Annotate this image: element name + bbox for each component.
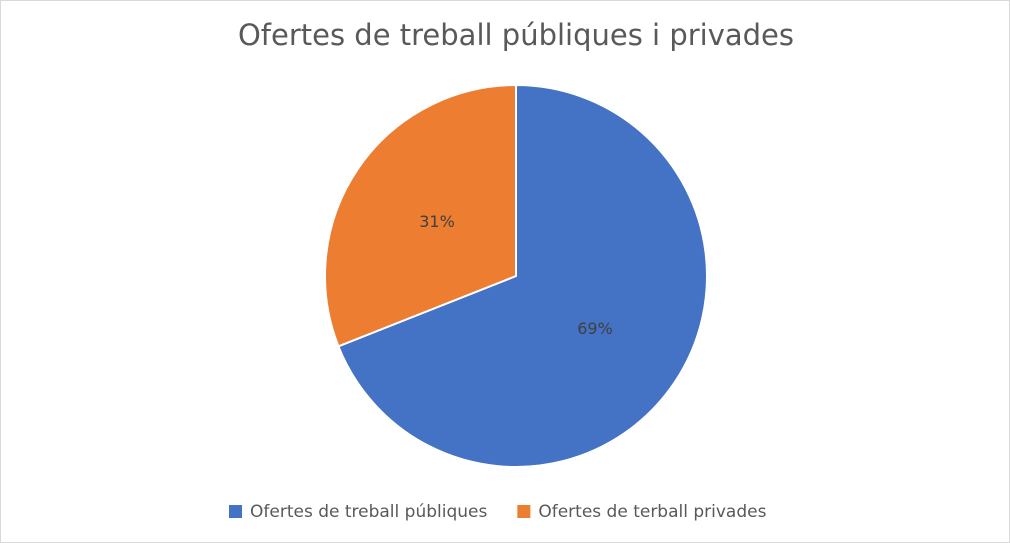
legend-swatch (517, 505, 531, 518)
pie-slice (324, 83, 517, 348)
pie-slice (337, 83, 708, 468)
data-label: 31% (419, 212, 455, 231)
legend-swatch (229, 505, 242, 518)
legend-label: Ofertes de terball privades (538, 502, 766, 522)
chart-title: Ofertes de treball públiques i privades (238, 18, 794, 52)
data-label: 69% (577, 319, 613, 338)
legend-label: Ofertes de treball públiques (250, 502, 487, 522)
